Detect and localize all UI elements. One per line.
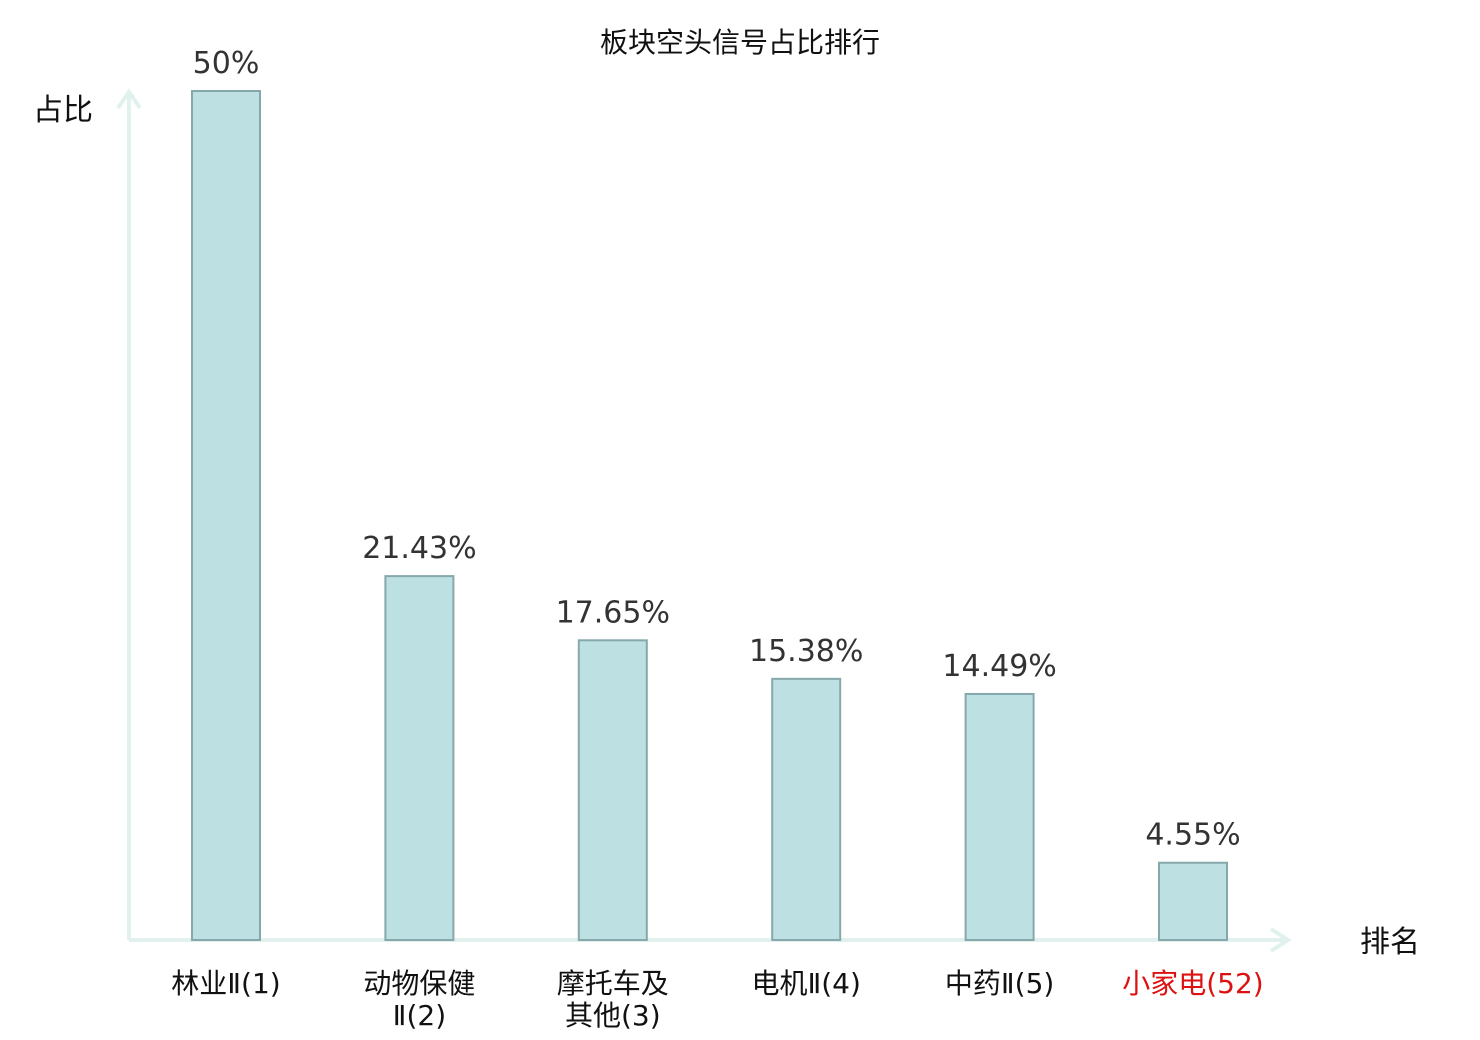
category-label-2-line-2: Ⅱ(2): [393, 999, 446, 1032]
category-label-5: 中药Ⅱ(5): [945, 967, 1054, 1000]
value-label-2: 21.43%: [362, 531, 476, 566]
value-label-5: 14.49%: [942, 649, 1056, 684]
x-axis-label: 排名: [1360, 925, 1420, 960]
bar-4: [771, 677, 842, 941]
bar-5: [964, 692, 1035, 941]
y-axis-label: 占比: [33, 93, 93, 128]
value-label-3: 17.65%: [556, 595, 670, 630]
bar-6: [1158, 861, 1228, 942]
data-labels: 50% 21.43% 17.65% 15.38% 14.49% 4.55%: [193, 46, 1241, 853]
bar-2: [384, 575, 455, 941]
bar-1: [191, 90, 261, 941]
chart-title: 板块空头信号占比排行: [600, 26, 880, 59]
bar-3: [577, 639, 648, 941]
category-label-1: 林业Ⅱ(1): [171, 967, 280, 1000]
category-label-3-line-2: 其他(3): [565, 999, 661, 1032]
category-label-4: 电机Ⅱ(4): [751, 967, 860, 1000]
value-label-6: 4.55%: [1145, 818, 1240, 853]
category-label-3-line-1: 摩托车及: [557, 967, 669, 1000]
y-axis: [116, 88, 142, 940]
category-label-2-line-1: 动物保健: [363, 967, 475, 1000]
category-label-6: 小家电(52): [1122, 967, 1263, 1000]
value-label-1: 50%: [193, 46, 260, 81]
bar-series: [191, 90, 1228, 942]
x-axis: [129, 927, 1292, 953]
value-label-4: 15.38%: [749, 634, 863, 669]
